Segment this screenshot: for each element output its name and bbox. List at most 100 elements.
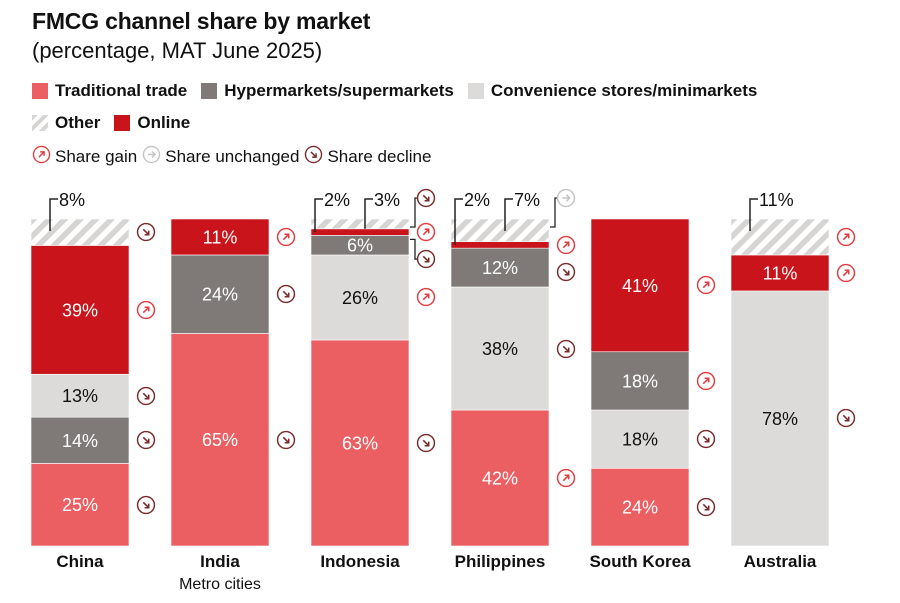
- legend-label: Traditional trade: [55, 81, 188, 100]
- bar-philippines: 42% 38% 12% 2% 7% Philippines: [450, 188, 576, 571]
- legend-swatch: [114, 115, 131, 131]
- arrow-down-right-circle-icon: [276, 430, 296, 449]
- bar-segment-online: [170, 218, 270, 256]
- arrow-up-right-circle-icon: [696, 276, 716, 295]
- bar-china: 25% 14% 13% 39% 8% China: [30, 190, 156, 571]
- callout-line: [49, 198, 58, 231]
- data-label: 24%: [202, 285, 238, 305]
- bar-segment-other: [30, 218, 130, 246]
- arrow-down-right-circle-icon: [416, 249, 436, 269]
- data-label: 3%: [374, 190, 400, 210]
- arrow-down-right-circle-icon: [696, 429, 716, 449]
- legend-label: Convenience stores/minimarkets: [490, 81, 758, 100]
- legend-swatch: [32, 115, 48, 131]
- legend-label: Share gain: [55, 147, 138, 166]
- callout-line: [749, 198, 758, 231]
- arrow-right-circle-icon: [142, 145, 165, 169]
- bar-segment-other: [730, 218, 830, 256]
- arrow-down-right-circle-icon: [136, 223, 156, 242]
- bar-segment-online: [450, 241, 550, 249]
- legend-share-unchanged: Share unchanged: [142, 145, 299, 169]
- arrow-down-right-circle-icon: [836, 409, 856, 428]
- arrow-down-right-circle-icon: [556, 339, 576, 358]
- arrow-down-right-circle-icon: [136, 495, 156, 514]
- data-label: 39%: [62, 300, 98, 320]
- bar-segment-traditional: [30, 463, 130, 547]
- legend-share-decline: Share decline: [304, 145, 431, 169]
- legend-row-1: Traditional trade Hypermarkets/supermark…: [32, 81, 771, 101]
- callout-line: [454, 198, 463, 245]
- data-label: 8%: [59, 190, 85, 210]
- bar-indonesia: 63% 26% 6% 2% 3% Indonesia: [310, 188, 436, 571]
- bar-segment-convenience: [730, 290, 830, 547]
- arrow-up-right-circle-icon: [276, 227, 296, 247]
- legend-label: Hypermarkets/supermarkets: [224, 81, 454, 100]
- arrow-up-right-circle-icon: [696, 371, 716, 391]
- chart-title: FMCG channel share by market: [32, 8, 371, 34]
- category-label: Indonesia: [320, 552, 400, 571]
- trend-legend: Share gain Share unchanged Share decline: [32, 145, 436, 169]
- data-label: 12%: [482, 258, 518, 278]
- icon-connector: [410, 197, 417, 228]
- arrow-down-right-circle-icon: [136, 386, 156, 405]
- bar-segment-hyper: [590, 351, 690, 411]
- category-sublabel: Metro cities: [179, 576, 261, 593]
- arrow-up-right-circle-icon: [836, 227, 856, 247]
- arrow-up-right-circle-icon: [136, 300, 156, 320]
- data-label: 18%: [622, 371, 658, 391]
- legend-label: Other: [55, 113, 101, 132]
- arrow-up-right-circle-icon: [32, 145, 55, 169]
- legend-other: Other: [32, 113, 100, 133]
- data-label: 14%: [62, 431, 98, 451]
- bar-segment-traditional: [590, 467, 690, 547]
- data-label: 18%: [622, 430, 658, 450]
- data-label: 11%: [759, 190, 794, 210]
- category-label: India: [200, 552, 240, 571]
- legend-label: Share unchanged: [165, 147, 300, 166]
- bar-south-korea: 24% 18% 18% 41% South Korea: [589, 218, 716, 571]
- legend-label: Online: [137, 113, 191, 132]
- callout-line: [504, 198, 513, 231]
- bar-segment-other: [450, 218, 550, 242]
- legend-swatch: [32, 83, 48, 99]
- data-label: 7%: [514, 190, 540, 210]
- bar-australia: 78% 11% 11% Australia: [730, 190, 856, 571]
- data-label: 25%: [62, 495, 98, 515]
- arrow-down-right-circle-icon: [556, 262, 576, 282]
- legend-hyper: Hypermarkets/supermarkets: [201, 81, 454, 101]
- legend-traditional: Traditional trade: [32, 81, 187, 101]
- data-label: 42%: [482, 469, 518, 489]
- legend-online: Online: [114, 113, 190, 133]
- category-label: Philippines: [455, 552, 546, 571]
- arrow-down-right-circle-icon: [696, 497, 716, 517]
- data-label: 41%: [622, 276, 658, 296]
- data-label: 38%: [482, 339, 518, 359]
- icon-connector: [550, 197, 557, 228]
- arrow-up-right-circle-icon: [556, 235, 576, 255]
- data-label: 13%: [62, 386, 98, 406]
- arrow-down-right-circle-icon: [136, 431, 156, 450]
- data-label: 2%: [464, 190, 490, 210]
- bar-segment-hyper: [170, 254, 270, 334]
- bar-segment-other: [310, 218, 410, 230]
- arrow-right-circle-icon: [556, 188, 576, 208]
- arrow-up-right-circle-icon: [836, 263, 856, 283]
- bar-india: 65% 24% 11% India Metro cities: [170, 218, 296, 593]
- legend-row-2: Other Online: [32, 113, 204, 133]
- bar-segment-online: [30, 245, 130, 375]
- legend-swatch: [467, 83, 484, 99]
- data-label: 11%: [763, 263, 798, 283]
- category-label: South Korea: [589, 552, 691, 571]
- chart-subtitle: (percentage, MAT June 2025): [32, 38, 323, 63]
- bar-segment-online: [730, 254, 830, 292]
- bar-segment-hyper: [30, 416, 130, 464]
- category-label: China: [56, 552, 104, 571]
- data-label: 2%: [324, 190, 350, 210]
- category-label: Australia: [744, 552, 817, 571]
- data-label: 6%: [347, 236, 373, 256]
- arrow-up-right-circle-icon: [556, 468, 576, 488]
- bar-segment-convenience: [450, 286, 550, 411]
- bar-segment-convenience: [310, 254, 410, 341]
- data-label: 26%: [342, 288, 378, 308]
